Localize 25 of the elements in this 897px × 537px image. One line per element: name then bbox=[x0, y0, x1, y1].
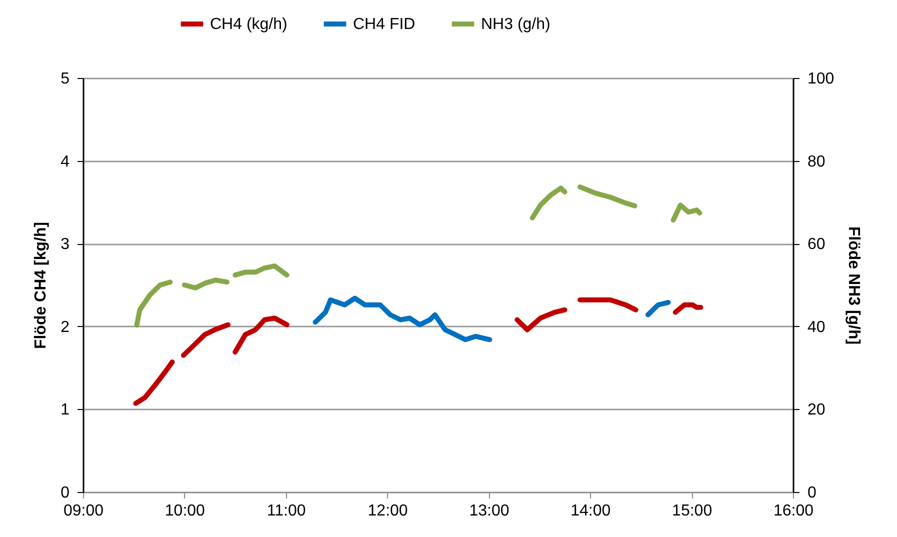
y2-tick-label: 100 bbox=[808, 70, 834, 88]
y-tick-label: 0 bbox=[60, 484, 70, 502]
x-tick-label: 15:00 bbox=[672, 502, 712, 520]
x-tick-label: 10:00 bbox=[164, 502, 206, 520]
y2-tick-label: 20 bbox=[808, 402, 826, 419]
y-tick-label: 4 bbox=[60, 153, 70, 170]
legend-label: CH4 FID bbox=[353, 16, 416, 33]
x-tick-label: 12:00 bbox=[368, 502, 408, 520]
y-tick-label: 3 bbox=[60, 236, 70, 254]
y-axis-title: Flöde CH4 [kg/h] bbox=[32, 222, 50, 350]
legend-label: CH4 (kg/h) bbox=[210, 16, 288, 33]
y2-axis-title: Flöde NH3 [g/h] bbox=[845, 226, 862, 345]
x-tick-label: 11:00 bbox=[266, 502, 306, 520]
y-tick-label: 5 bbox=[60, 70, 70, 88]
x-tick-label: 16:00 bbox=[773, 502, 814, 520]
x-tick-label: 13:00 bbox=[469, 502, 510, 520]
y2-tick-label: 80 bbox=[808, 153, 826, 170]
y-tick-label: 2 bbox=[60, 318, 70, 336]
y2-tick-label: 40 bbox=[808, 318, 826, 336]
x-tick-label: 09:00 bbox=[63, 502, 104, 520]
legend-label: NH3 (g/h) bbox=[481, 16, 550, 33]
y2-tick-label: 0 bbox=[808, 484, 816, 502]
y-tick-label: 1 bbox=[60, 402, 70, 419]
y2-tick-label: 60 bbox=[808, 236, 826, 254]
x-tick-label: 14:00 bbox=[570, 502, 611, 520]
